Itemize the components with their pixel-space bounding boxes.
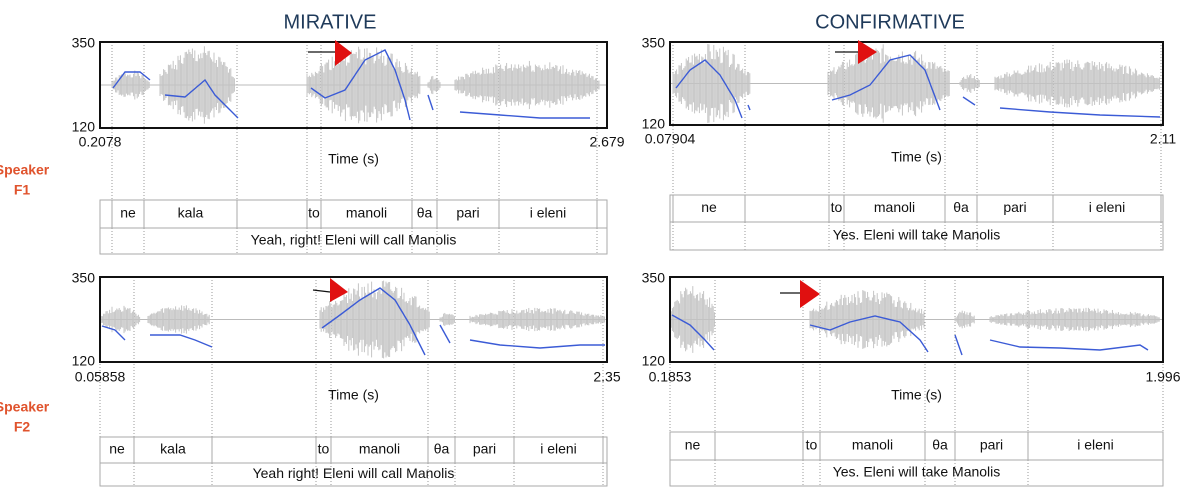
speaker-label: F2 <box>14 419 31 435</box>
word-label: manoli <box>852 437 893 453</box>
pitch-track <box>809 315 929 353</box>
word-label: i eleni <box>530 205 567 221</box>
time-start: 0.2078 <box>79 134 122 150</box>
arrow <box>312 289 331 293</box>
time-end: 2.35 <box>593 369 620 385</box>
arrow-head <box>800 280 820 308</box>
waveform-box <box>669 41 1164 126</box>
x-axis-label: Time (s) <box>891 149 942 165</box>
arrow-head <box>335 40 352 66</box>
pitch-track <box>310 49 411 121</box>
word-label: to <box>308 205 320 221</box>
word-label: kala <box>178 205 204 221</box>
waveform-box <box>669 276 1164 363</box>
y-max-label: 350 <box>72 270 96 286</box>
word-label: pari <box>980 437 1003 453</box>
sentence-label: Yes. Eleni will take Manolis <box>833 464 1001 480</box>
arrow-head <box>330 278 348 302</box>
y-min-label: 120 <box>72 353 96 369</box>
word-label: pari <box>473 441 496 457</box>
word-label: ne <box>109 441 125 457</box>
word-label: i eleni <box>1077 437 1114 453</box>
word-label: θa <box>434 441 450 457</box>
speaker-label: Speaker <box>0 399 50 415</box>
word-label: manoli <box>346 205 387 221</box>
time-end: 2.11 <box>1150 131 1176 147</box>
word-label: manoli <box>359 441 400 457</box>
word-label: to <box>831 199 843 215</box>
pitch-track <box>747 104 751 111</box>
word-label: ne <box>685 437 701 453</box>
pitch-track <box>112 71 151 89</box>
word-label: to <box>806 437 818 453</box>
pitch-track <box>459 111 590 119</box>
time-start: 0.1853 <box>649 369 692 385</box>
word-label: pari <box>1003 199 1026 215</box>
y-max-label: 350 <box>72 35 96 51</box>
speaker-label: F1 <box>14 182 31 198</box>
pitch-track <box>675 59 743 119</box>
sentence-label: Yeah right! Eleni will call Manolis <box>253 465 455 481</box>
word-label: to <box>318 441 330 457</box>
column-title: CONFIRMATIVE <box>815 11 965 33</box>
word-label: i eleni <box>1089 199 1126 215</box>
tier-box <box>99 199 608 255</box>
x-axis-label: Time (s) <box>328 387 379 403</box>
pitch-track <box>427 94 434 111</box>
pitch-track <box>954 334 963 356</box>
word-label: kala <box>160 441 186 457</box>
word-label: θa <box>953 199 969 215</box>
pitch-track <box>101 325 126 341</box>
y-max-label: 350 <box>642 35 666 51</box>
pitch-track <box>439 324 451 344</box>
pitch-track <box>671 314 715 351</box>
y-min-label: 120 <box>72 119 96 135</box>
pitch-track <box>469 339 605 349</box>
pitch-track <box>164 78 239 119</box>
time-end: 2.679 <box>589 134 624 150</box>
sentence-label: Yeah, right! Eleni will call Manolis <box>251 232 457 248</box>
waveform-box <box>99 276 608 363</box>
sentence-label: Yes. Eleni will take Manolis <box>833 227 1001 243</box>
word-label: pari <box>456 205 479 221</box>
time-start: 0.05858 <box>75 369 126 385</box>
speaker-label: Speaker <box>0 162 50 178</box>
y-min-label: 120 <box>642 116 666 132</box>
word-label: i eleni <box>540 441 577 457</box>
pitch-track <box>962 96 976 106</box>
x-axis-label: Time (s) <box>328 151 379 167</box>
time-start: 0.07904 <box>645 131 696 147</box>
x-axis-label: Time (s) <box>891 387 942 403</box>
pitch-track <box>150 334 213 348</box>
y-max-label: 350 <box>642 270 666 286</box>
word-label: θa <box>417 205 433 221</box>
pitch-track <box>999 107 1161 118</box>
time-end: 1.996 <box>1145 369 1180 385</box>
y-min-label: 120 <box>642 353 666 369</box>
pitch-track <box>321 287 426 356</box>
waveform-box <box>99 41 608 129</box>
column-title: MIRATIVE <box>284 11 377 33</box>
word-label: θa <box>932 437 948 453</box>
word-label: manoli <box>874 199 915 215</box>
word-label: ne <box>120 205 136 221</box>
arrow-head <box>858 40 877 64</box>
pitch-track <box>831 54 941 111</box>
word-label: ne <box>701 199 717 215</box>
pitch-track <box>989 339 1149 351</box>
